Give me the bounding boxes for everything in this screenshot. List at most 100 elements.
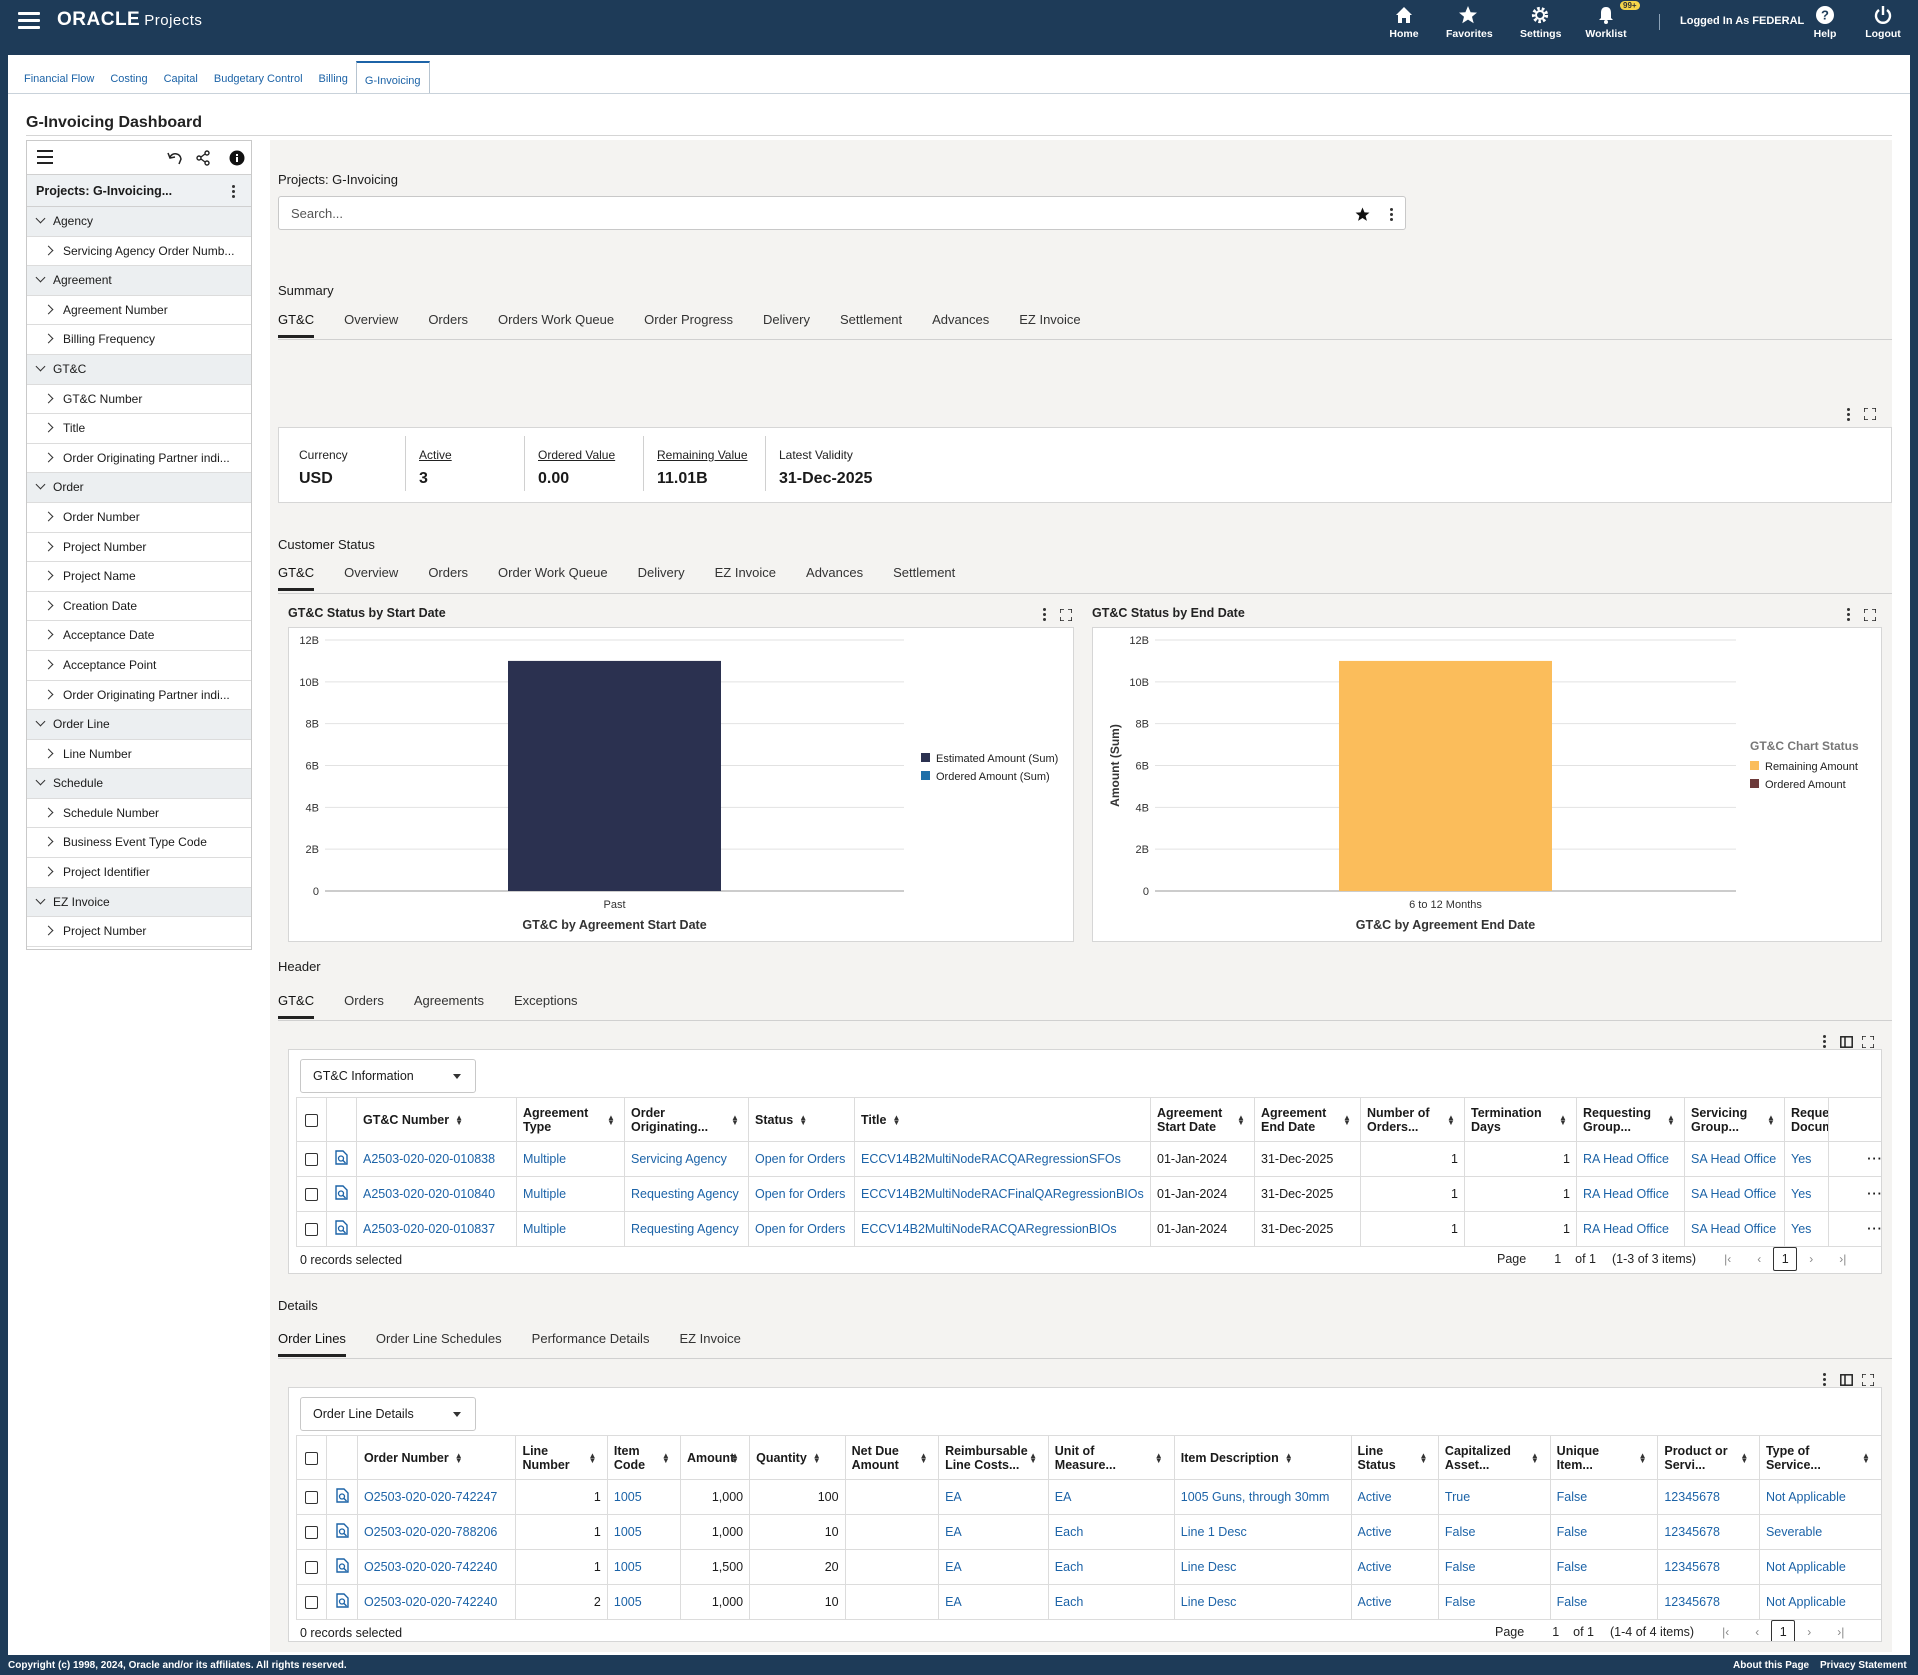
sort-icon[interactable]: ▲ ▼ [588, 1450, 597, 1465]
tab-orders[interactable]: Orders [344, 993, 384, 1008]
sidebar-item-servicing-agency-order-numb[interactable]: Servicing Agency Order Numb... [27, 237, 251, 267]
cell-line-status[interactable]: Active [1350, 1584, 1439, 1620]
column-header-requesting-group[interactable]: Requesting Group... ▲ ▼ [1576, 1097, 1685, 1142]
cell-agreement-type[interactable]: Multiple [516, 1176, 625, 1212]
column-header-item-description[interactable]: Item Description ▲ ▼ [1173, 1435, 1352, 1480]
sidebar-item-creation-date[interactable]: Creation Date [27, 592, 251, 622]
cell-agreement-type[interactable]: Multiple [516, 1211, 625, 1247]
row-detail[interactable] [326, 1549, 358, 1585]
column-header-unit-of-measure[interactable]: Unit of Measure... ▲ ▼ [1047, 1435, 1175, 1480]
header-expand-icon[interactable] [1862, 1036, 1874, 1048]
sidebar-item-line-number[interactable]: Line Number [27, 740, 251, 770]
cell-status[interactable]: Open for Orders [748, 1141, 855, 1177]
ol-first-page-icon[interactable]: |‹ [1722, 1625, 1730, 1639]
bar-estimated-amount-sum[interactable] [508, 660, 721, 891]
sort-icon[interactable]: ▲ ▼ [892, 1112, 901, 1127]
bar-remaining-amount[interactable] [1339, 660, 1552, 891]
checkbox[interactable] [305, 1113, 318, 1127]
tab-orders[interactable]: Orders [428, 565, 469, 580]
details-expand-icon[interactable] [1862, 1374, 1874, 1386]
sidebar-item-acceptance-date[interactable]: Acceptance Date [27, 621, 251, 651]
view-detail-icon[interactable] [336, 1558, 349, 1573]
legend-item[interactable]: Ordered Amount [1765, 779, 1846, 791]
cell-unit-of-measure[interactable]: Each [1047, 1514, 1175, 1550]
ol-current-page[interactable]: 1 [1771, 1620, 1796, 1641]
cell-request-docume[interactable]: Yes [1784, 1141, 1829, 1177]
search-input[interactable]: Search... [278, 196, 1406, 230]
cell-line-status[interactable]: Active [1350, 1514, 1439, 1550]
cell-unit-of-measure[interactable]: Each [1047, 1549, 1175, 1585]
tab-ez-invoice[interactable]: EZ Invoice [679, 1331, 741, 1346]
checkbox[interactable] [305, 1596, 319, 1610]
sort-icon[interactable]: ▲ ▼ [455, 1112, 464, 1127]
cell-line-status[interactable]: Active [1350, 1549, 1439, 1585]
sidebar-group-schedule[interactable]: Schedule [27, 769, 251, 799]
sort-icon[interactable]: ▲ ▼ [1767, 1112, 1775, 1127]
row-select[interactable] [296, 1141, 327, 1177]
next-page-icon[interactable]: › [1809, 1252, 1814, 1266]
tab-budgetary-control[interactable]: Budgetary Control [213, 73, 303, 85]
sidebar-item-billing-frequency[interactable]: Billing Frequency [27, 325, 251, 355]
chart1-expand-icon[interactable] [1060, 609, 1072, 621]
column-header-order-originating[interactable]: Order Originating... ▲ ▼ [624, 1097, 749, 1142]
cell-gt-c-number[interactable]: A2503-020-020-010840 [356, 1176, 517, 1212]
header-columns-icon[interactable] [1840, 1036, 1853, 1048]
row-select[interactable] [296, 1211, 327, 1247]
cell-order-originating[interactable]: Requesting Agency [624, 1211, 749, 1247]
favorite-star-icon[interactable] [1354, 206, 1371, 223]
cell-capitalized-asset[interactable]: True [1437, 1479, 1551, 1515]
cell-status[interactable]: Open for Orders [748, 1176, 855, 1212]
cell-item-code[interactable]: 1005 [606, 1584, 682, 1620]
cell-status[interactable]: Open for Orders [748, 1211, 855, 1247]
checkbox[interactable] [305, 1153, 318, 1167]
cell-item-description[interactable]: 1005 Guns, through 30mm [1173, 1479, 1352, 1515]
cell-servicing-group[interactable]: SA Head Office [1684, 1211, 1785, 1247]
metric-ordered-value[interactable]: Ordered Value 0.00 [538, 448, 615, 488]
sort-icon[interactable]: ▲ ▼ [1559, 1112, 1567, 1127]
tab-ez-invoice[interactable]: EZ Invoice [1019, 312, 1081, 327]
sort-icon[interactable]: ▲ ▼ [731, 1450, 739, 1465]
checkbox[interactable] [305, 1223, 318, 1237]
sidebar-group-agreement[interactable]: Agreement [27, 266, 251, 296]
logged-in-user[interactable]: Logged In As FEDERAL [1680, 15, 1805, 27]
sidebar-item-project-number[interactable]: Project Number [27, 533, 251, 563]
sidebar-item-business-event-type-code[interactable]: Business Event Type Code [27, 828, 251, 859]
sort-icon[interactable]: ▲ ▼ [919, 1450, 928, 1465]
ol-next-page-icon[interactable]: › [1807, 1625, 1812, 1639]
row-actions-button[interactable]: ··· [1828, 1176, 1881, 1212]
column-header-line-number[interactable]: Line Number ▲ ▼ [515, 1435, 608, 1480]
details-columns-icon[interactable] [1840, 1374, 1853, 1386]
cell-unit-of-measure[interactable]: Each [1047, 1584, 1175, 1620]
tab-delivery[interactable]: Delivery [637, 565, 685, 580]
column-header-gt-c-number[interactable]: GT&C Number ▲ ▼ [356, 1097, 517, 1142]
metric-remaining-value[interactable]: Remaining Value 11.01B [657, 448, 748, 488]
column-header-line-status[interactable]: Line Status ▲ ▼ [1350, 1435, 1439, 1480]
column-header-unique-item[interactable]: Unique Item... ▲ ▼ [1549, 1435, 1659, 1480]
cell-requesting-group[interactable]: RA Head Office [1576, 1141, 1685, 1177]
privacy-statement-link[interactable]: Privacy Statement [1820, 1660, 1907, 1671]
sort-icon[interactable]: ▲ ▼ [1638, 1450, 1647, 1465]
tab-order-work-queue[interactable]: Order Work Queue [498, 565, 608, 580]
column-header-type-of-service[interactable]: Type of Service... ▲ ▼ [1758, 1435, 1881, 1480]
navigator-menu-icon[interactable] [18, 12, 40, 30]
view-detail-icon[interactable] [336, 1488, 349, 1503]
cell-unique-item[interactable]: False [1549, 1549, 1659, 1585]
sidebar-item-gt-c-number[interactable]: GT&C Number [27, 385, 251, 415]
last-page-icon[interactable]: ›| [1839, 1252, 1847, 1266]
sort-icon[interactable]: ▲ ▼ [1861, 1450, 1870, 1465]
sidebar-item-agreement-number[interactable]: Agreement Number [27, 296, 251, 326]
column-header-net-due-amount[interactable]: Net Due Amount ▲ ▼ [844, 1435, 940, 1480]
tab-orders[interactable]: Orders [428, 312, 469, 327]
cell-order-number[interactable]: O2503-020-020-742240 [356, 1584, 517, 1620]
column-header-order-number[interactable]: Order Number ▲ ▼ [356, 1435, 517, 1480]
row-select[interactable] [296, 1514, 328, 1550]
cell-capitalized-asset[interactable]: False [1437, 1514, 1551, 1550]
sort-icon[interactable]: ▲ ▼ [1154, 1450, 1163, 1465]
cell-reimbursable-line-costs[interactable]: EA [938, 1479, 1049, 1515]
sidebar-item-project-name[interactable]: Project Name [27, 562, 251, 592]
tab-billing[interactable]: Billing [318, 73, 348, 85]
cell-type-of-service[interactable]: Severable [1758, 1514, 1881, 1550]
row-detail[interactable] [326, 1584, 358, 1620]
summary-kebab-icon[interactable] [1847, 408, 1850, 423]
more-icon[interactable]: ··· [1867, 1152, 1882, 1166]
